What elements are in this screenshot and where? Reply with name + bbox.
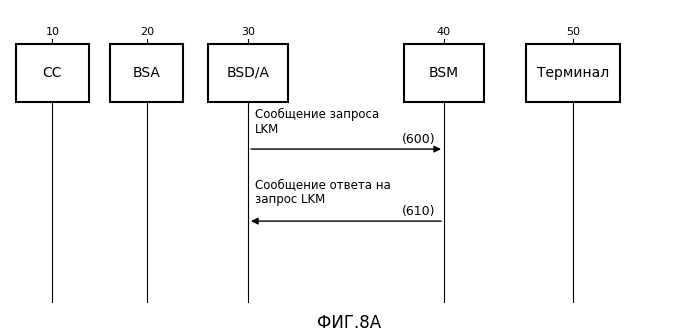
Bar — [208, 44, 288, 102]
Text: (610): (610) — [402, 205, 435, 218]
Text: Сообщение запроса
LKM: Сообщение запроса LKM — [255, 108, 380, 136]
Text: Сообщение ответа на
запрос LKM: Сообщение ответа на запрос LKM — [255, 178, 391, 206]
Bar — [15, 44, 89, 102]
Text: BSA: BSA — [133, 66, 161, 80]
Text: BSM: BSM — [428, 66, 459, 80]
Text: 10: 10 — [45, 27, 59, 37]
Text: ФИГ.8А: ФИГ.8А — [317, 314, 382, 332]
Bar — [526, 44, 621, 102]
Text: CC: CC — [43, 66, 62, 80]
Text: 40: 40 — [437, 27, 451, 37]
Text: 50: 50 — [566, 27, 580, 37]
Text: Терминал: Терминал — [537, 66, 610, 80]
Bar — [110, 44, 183, 102]
Text: 20: 20 — [140, 27, 154, 37]
Bar — [404, 44, 484, 102]
Text: BSD/A: BSD/A — [226, 66, 270, 80]
Text: 30: 30 — [241, 27, 255, 37]
Text: (600): (600) — [402, 133, 435, 146]
